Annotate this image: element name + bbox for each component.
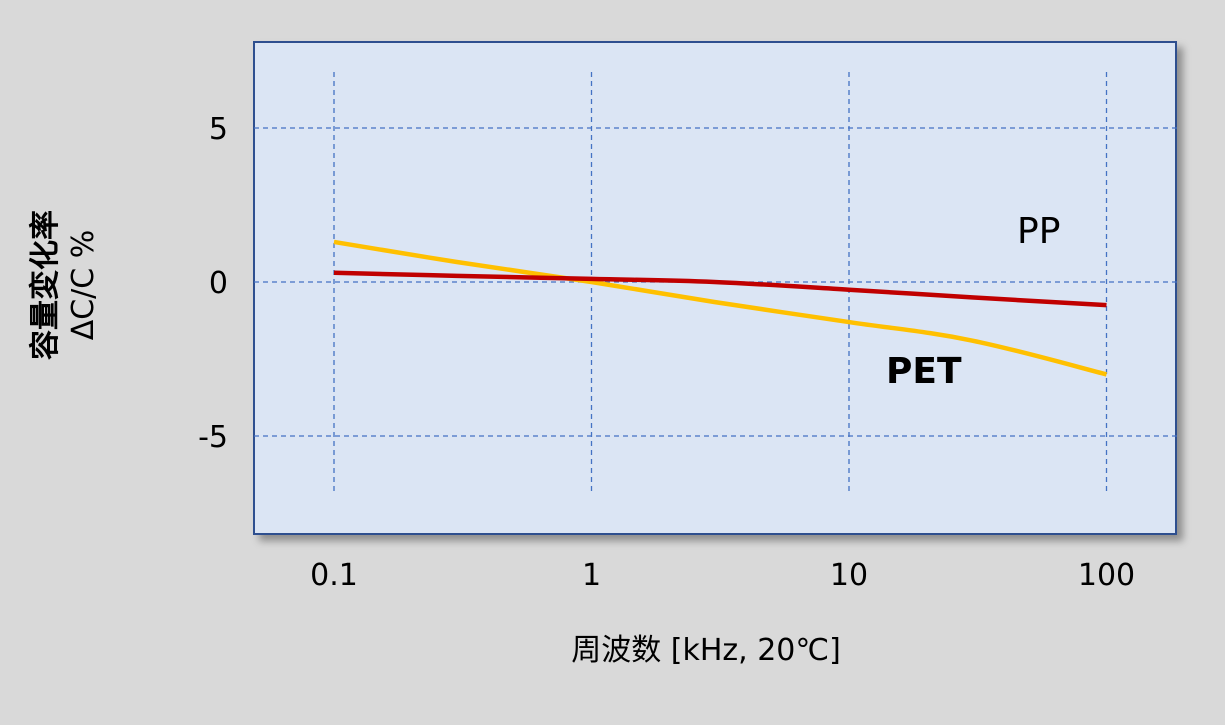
y-axis-subtitle: ΔC/C % [66, 230, 101, 341]
series-line-pet [333, 239, 1108, 377]
series-label-pet: PET [886, 351, 962, 392]
x-tick-label: 0.1 [310, 558, 358, 593]
y-axis-title: 容量変化率 [28, 210, 63, 360]
x-tick-labels: 0.1 1 10 100 [310, 558, 1135, 593]
series-line-pp [333, 270, 1107, 308]
y-tick-labels: 5 0 -5 [198, 112, 228, 455]
series-label-pp: PP [1017, 211, 1060, 252]
y-tick-label: -5 [198, 420, 228, 455]
plot-area [253, 41, 1177, 535]
x-tick-label: 100 [1078, 558, 1135, 593]
x-tick-label: 1 [582, 558, 601, 593]
series-lines [333, 239, 1108, 377]
x-axis-title: 周波数 [kHz, 20℃] [571, 633, 841, 668]
x-tick-label: 10 [830, 558, 868, 593]
y-tick-label: 5 [209, 112, 228, 147]
y-tick-label: 0 [209, 266, 228, 301]
